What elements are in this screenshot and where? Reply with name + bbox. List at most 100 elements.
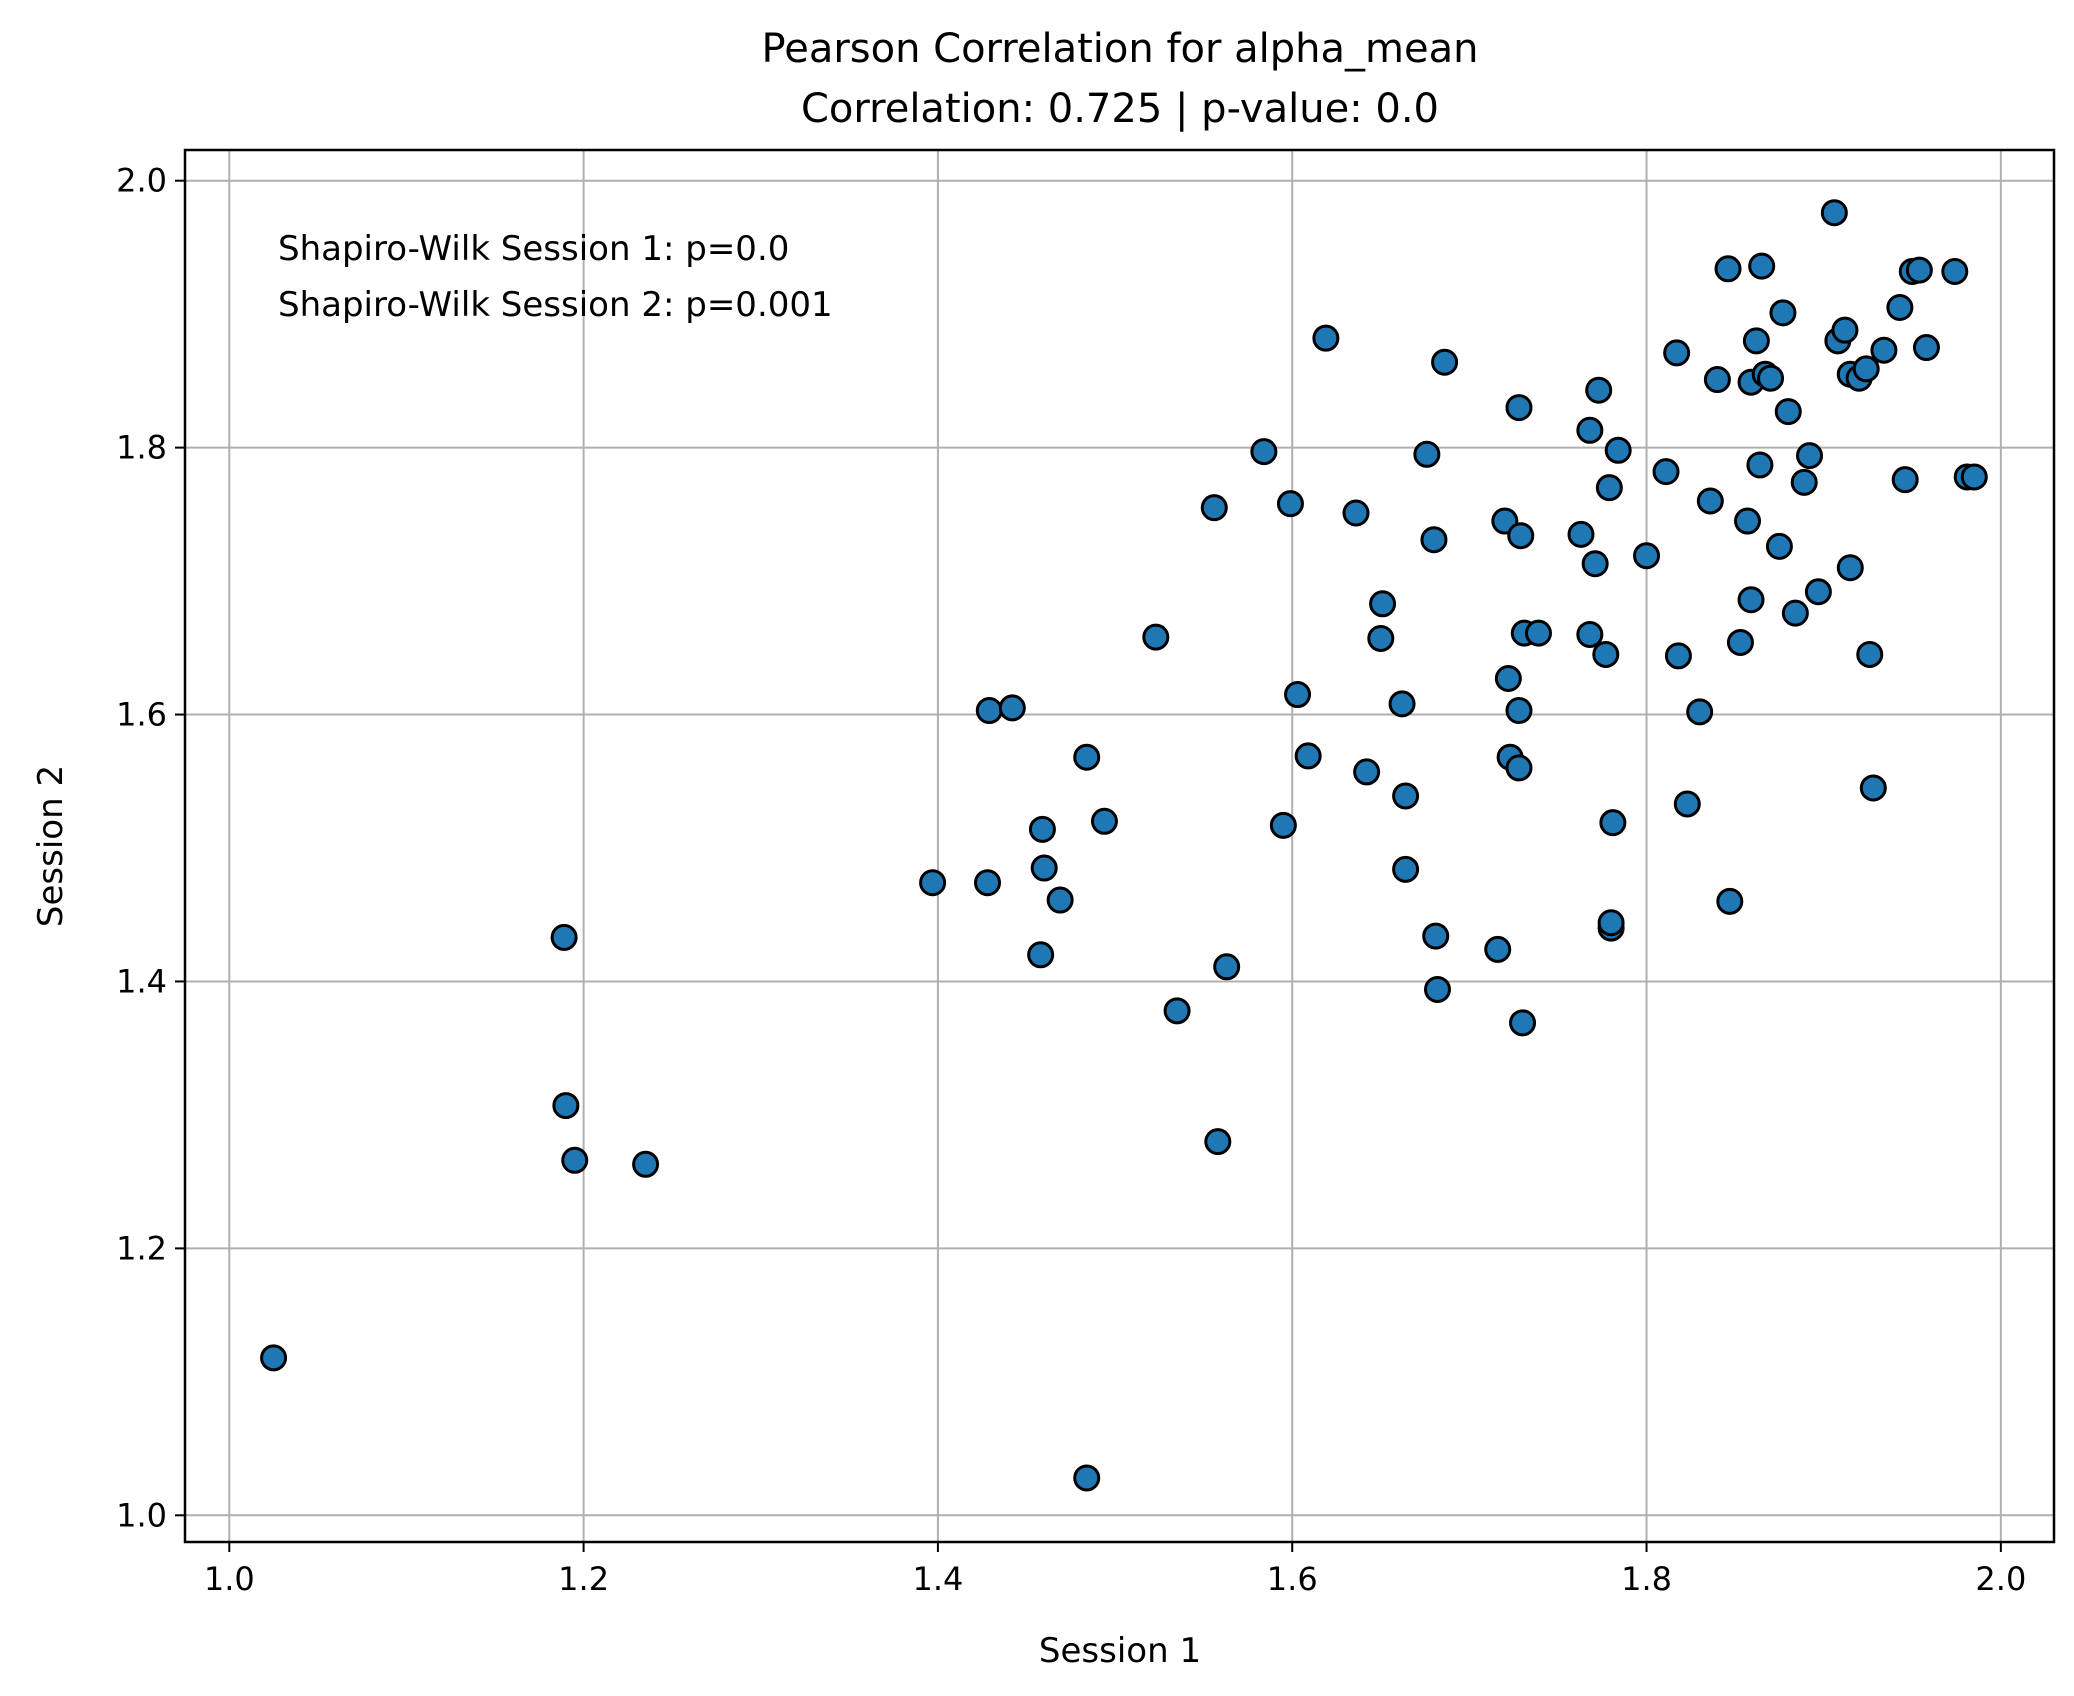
scatter-point bbox=[1836, 554, 1864, 582]
y-tick-label: 1.4 bbox=[116, 962, 167, 1000]
ticks-layer: 1.0 1.2 1.4 1.6 1.8 2.0 1.0 1.2 1.4 1.6 1.8 2.0 bbox=[116, 162, 2026, 1598]
scatter-point bbox=[1250, 438, 1278, 466]
scatter-point bbox=[1737, 586, 1765, 614]
scatter-point bbox=[1027, 941, 1055, 969]
scatter-point bbox=[1046, 886, 1074, 914]
scatter-point bbox=[1269, 811, 1297, 839]
scatter-point bbox=[975, 697, 1003, 725]
scatter-point bbox=[1726, 628, 1754, 656]
y-axis-label: Session 2 bbox=[31, 765, 71, 927]
scatter-point bbox=[1941, 257, 1969, 285]
scatter-point bbox=[550, 923, 578, 951]
scatter-point bbox=[1423, 975, 1451, 1003]
scatter-point bbox=[1769, 299, 1797, 327]
scatter-point bbox=[1163, 997, 1191, 1025]
y-tick-label: 1.0 bbox=[116, 1496, 167, 1534]
scatter-point bbox=[1597, 909, 1625, 937]
scatter-point bbox=[1507, 522, 1535, 550]
x-tick-label: 2.0 bbox=[1975, 1560, 2026, 1598]
annotation-shapiro-session-2: Shapiro-Wilk Session 2: p=0.001 bbox=[278, 285, 833, 325]
scatter-point bbox=[1960, 463, 1988, 491]
scatter-point bbox=[1856, 640, 1884, 668]
y-tick-label: 1.2 bbox=[116, 1229, 167, 1267]
scatter-point bbox=[1633, 542, 1661, 570]
scatter-point bbox=[1073, 1464, 1101, 1492]
scatter-point bbox=[1142, 623, 1170, 651]
scatter-point bbox=[1576, 620, 1604, 648]
scatter-point bbox=[1581, 550, 1609, 578]
x-tick-label: 1.0 bbox=[204, 1560, 255, 1598]
chart-subtitle: Correlation: 0.725 | p-value: 0.0 bbox=[801, 86, 1439, 132]
scatter-point bbox=[1831, 316, 1859, 344]
scatter-point bbox=[1652, 458, 1680, 486]
scatter-point bbox=[1686, 698, 1714, 726]
scatter-point bbox=[1703, 366, 1731, 394]
scatter-point bbox=[1388, 690, 1416, 718]
y-tick-label: 1.6 bbox=[116, 696, 167, 734]
scatter-point bbox=[1294, 742, 1322, 770]
scatter-point bbox=[1484, 935, 1512, 963]
scatter-point bbox=[1204, 1128, 1232, 1156]
scatter-point bbox=[1742, 327, 1770, 355]
scatter-point bbox=[1852, 355, 1880, 383]
scatter-point bbox=[1905, 256, 1933, 284]
scatter-point bbox=[1886, 293, 1914, 321]
scatter-point bbox=[1392, 782, 1420, 810]
scatter-point bbox=[1592, 640, 1620, 668]
scatter-point bbox=[1200, 494, 1228, 522]
scatter-point bbox=[1576, 416, 1604, 444]
scatter-point bbox=[1431, 348, 1459, 376]
scatter-point bbox=[1673, 790, 1701, 818]
scatter-point bbox=[1664, 642, 1692, 670]
scatter-point bbox=[1599, 809, 1627, 837]
scatter-point bbox=[998, 694, 1026, 722]
scatter-point bbox=[1353, 758, 1381, 786]
scatter-point bbox=[1028, 815, 1056, 843]
x-tick-label: 1.6 bbox=[1267, 1560, 1318, 1598]
scatter-point bbox=[1090, 807, 1118, 835]
scatter-point bbox=[1796, 442, 1824, 470]
scatter-point bbox=[1790, 468, 1818, 496]
scatter-point bbox=[1509, 1009, 1537, 1037]
scatter-point bbox=[974, 869, 1002, 897]
scatter-point bbox=[1585, 376, 1613, 404]
scatter-point bbox=[1774, 398, 1802, 426]
scatter-point bbox=[1859, 774, 1887, 802]
y-tick-label: 2.0 bbox=[116, 162, 167, 200]
scatter-point bbox=[1746, 451, 1774, 479]
scatter-point bbox=[632, 1150, 660, 1178]
y-tick-label: 1.8 bbox=[116, 429, 167, 467]
scatter-point bbox=[1716, 887, 1744, 915]
scatter-point bbox=[919, 869, 947, 897]
scatter-point bbox=[1073, 743, 1101, 771]
grid-layer bbox=[185, 150, 2054, 1542]
scatter-point bbox=[1870, 336, 1898, 364]
points-layer bbox=[260, 199, 1988, 1492]
scatter-point bbox=[1030, 854, 1058, 882]
scatter-point bbox=[1342, 499, 1370, 527]
scatter-point bbox=[1413, 440, 1441, 468]
scatter-point bbox=[1781, 599, 1809, 627]
scatter-point bbox=[552, 1092, 580, 1120]
scatter-point bbox=[1714, 255, 1742, 283]
annotation-shapiro-session-1: Shapiro-Wilk Session 1: p=0.0 bbox=[278, 229, 789, 269]
scatter-point bbox=[1276, 490, 1304, 518]
scatter-point bbox=[1422, 922, 1450, 950]
scatter-point bbox=[1505, 697, 1533, 725]
scatter-point bbox=[260, 1344, 288, 1372]
x-tick-label: 1.2 bbox=[558, 1560, 609, 1598]
x-tick-label: 1.8 bbox=[1621, 1560, 1672, 1598]
scatter-point bbox=[1595, 474, 1623, 502]
scatter-point bbox=[1392, 855, 1420, 883]
plot-frame bbox=[183, 148, 2056, 1544]
scatter-point bbox=[1663, 339, 1691, 367]
scatter-point bbox=[1420, 526, 1448, 554]
scatter-point bbox=[1567, 520, 1595, 548]
scatter-point bbox=[1367, 624, 1395, 652]
scatter-point bbox=[1369, 590, 1397, 618]
chart-title: Pearson Correlation for alpha_mean bbox=[762, 26, 1479, 72]
scatter-point bbox=[1734, 507, 1762, 535]
scatter-point bbox=[1820, 199, 1848, 227]
